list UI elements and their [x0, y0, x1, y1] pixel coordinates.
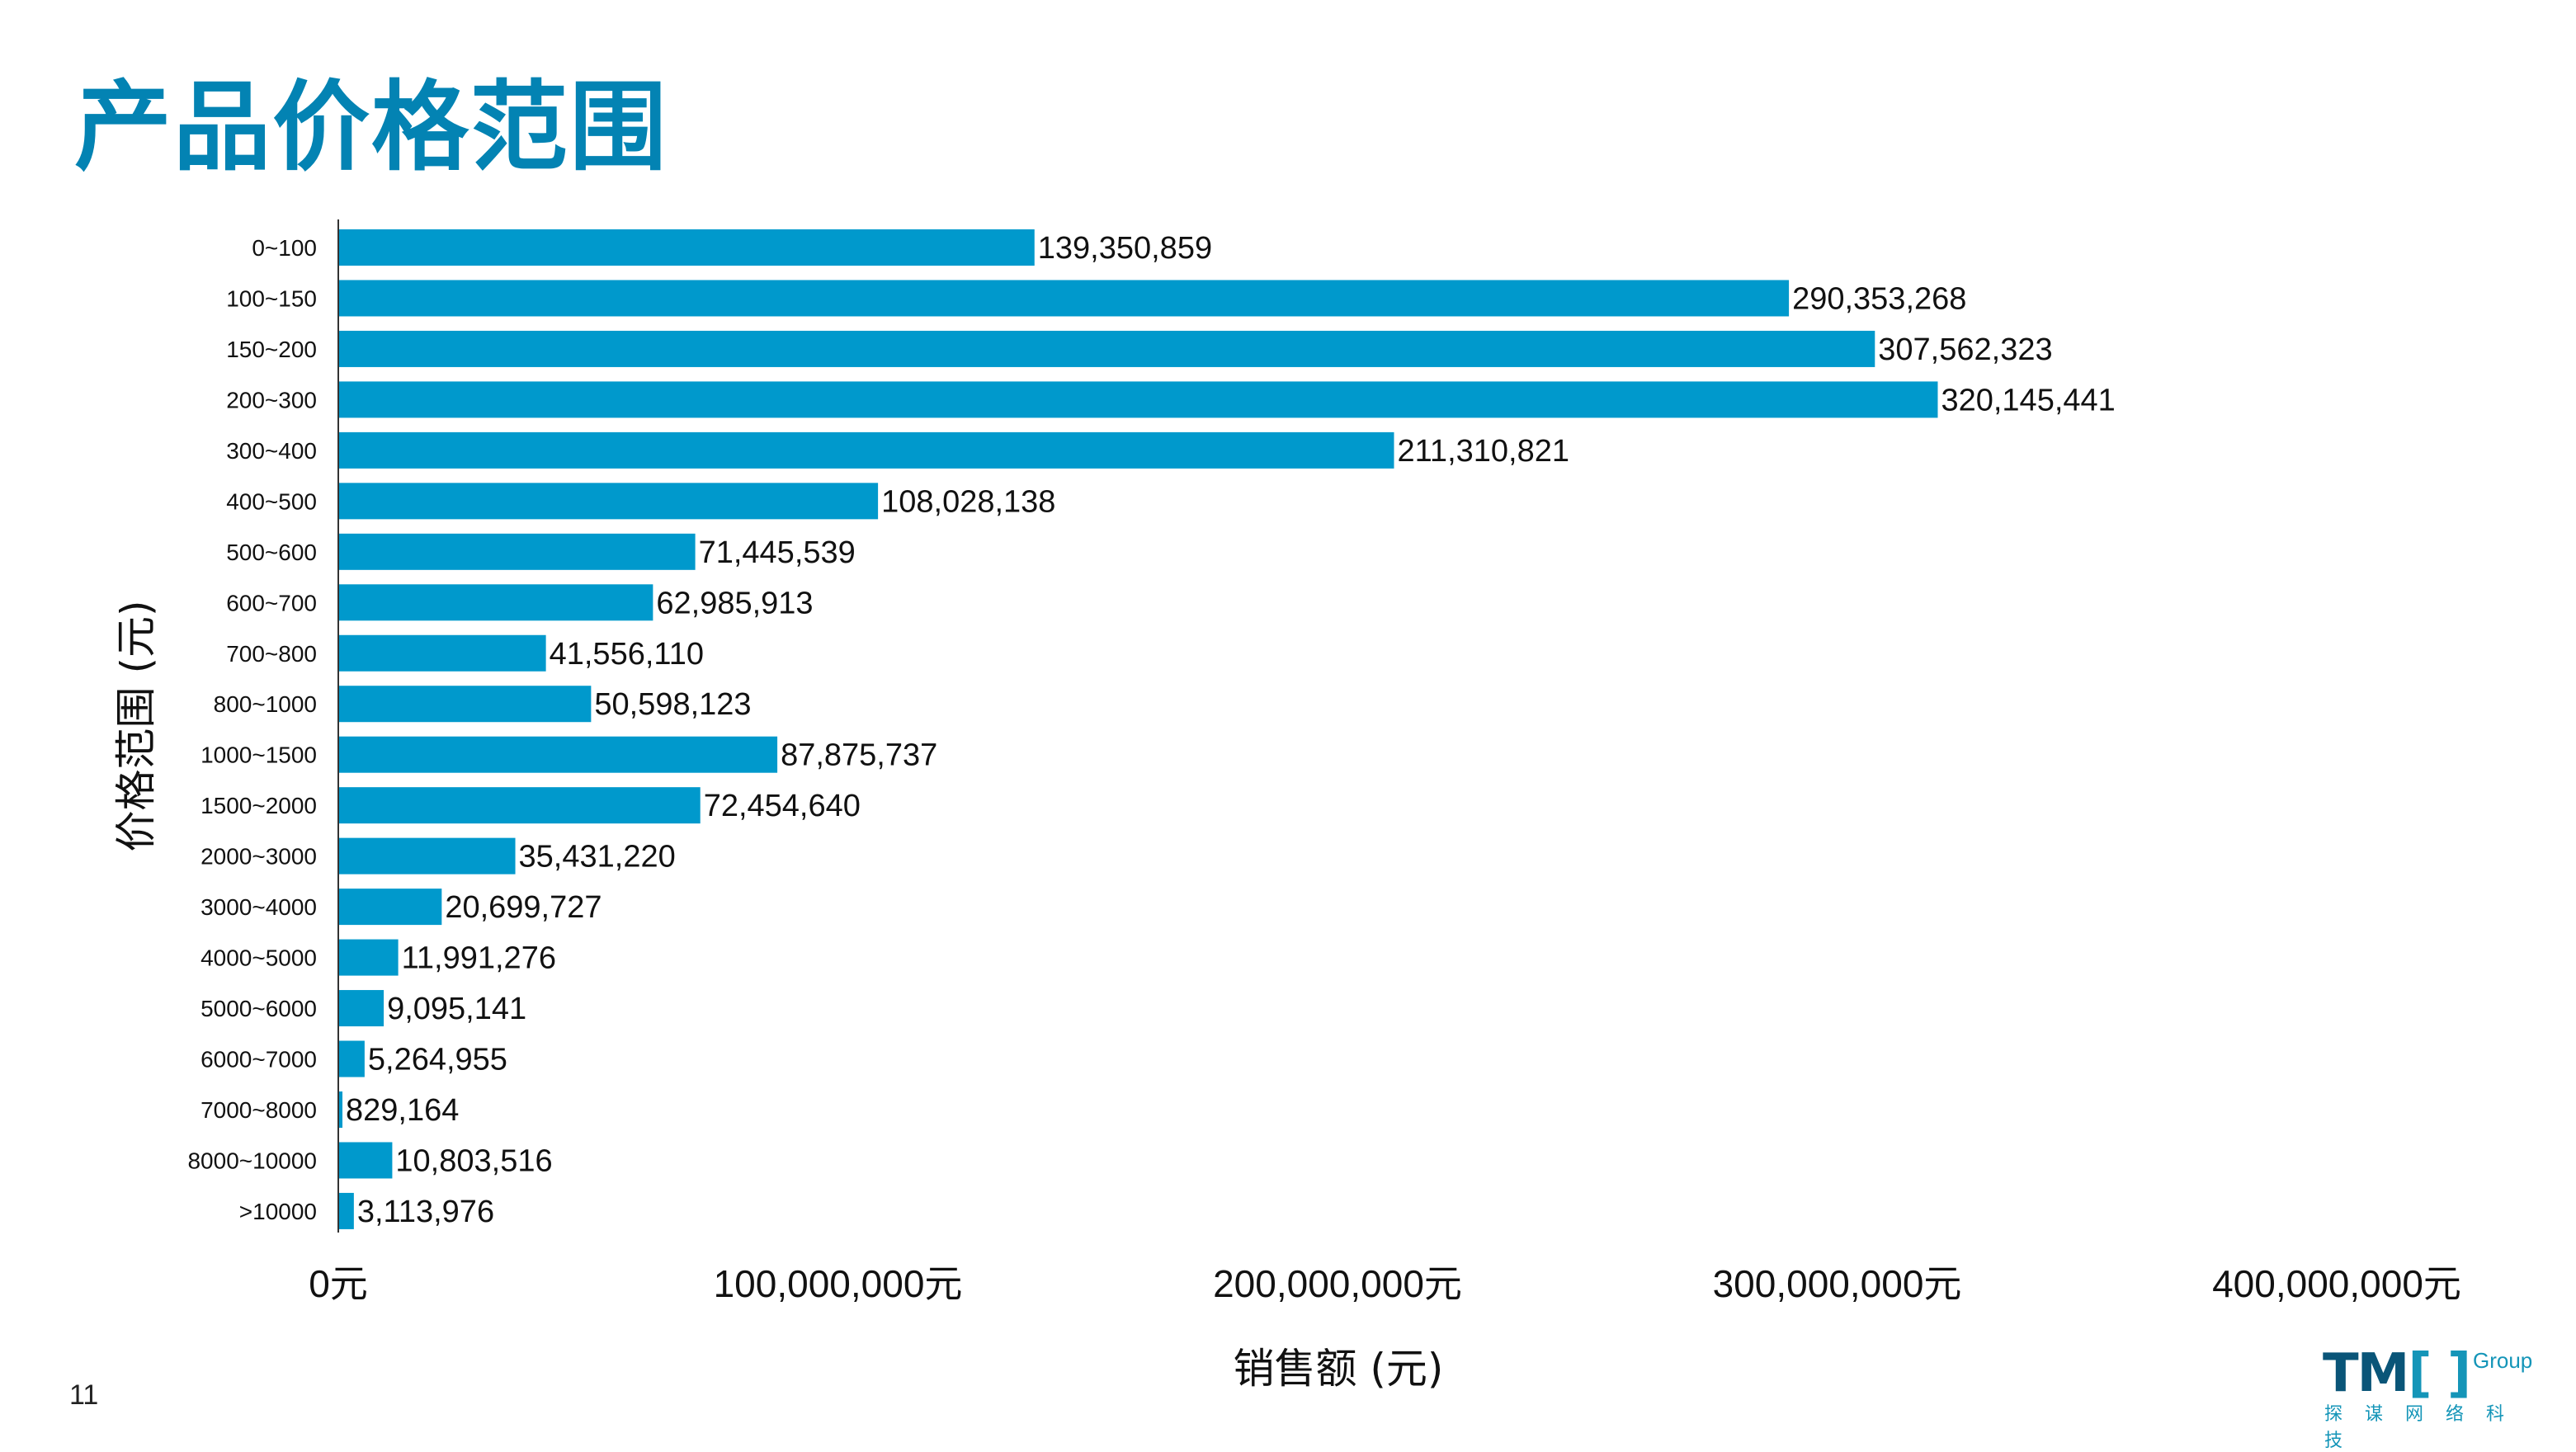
- data-label: 11,991,276: [402, 941, 556, 976]
- data-label: 87,875,737: [781, 738, 937, 773]
- data-label: 307,562,323: [1878, 332, 2052, 367]
- x-axis-title: 销售额 (元): [1234, 1345, 1444, 1393]
- logo-group-text: Group: [2473, 1348, 2533, 1373]
- data-label: 62,985,913: [656, 586, 813, 620]
- bar: [338, 483, 879, 520]
- page-title: 产品价格范围: [74, 70, 669, 184]
- bar: [338, 634, 546, 672]
- bar: [338, 1040, 365, 1077]
- x-tick-label: 300,000,000元: [1713, 1262, 1962, 1305]
- category-label: 8000~10000: [187, 1148, 317, 1173]
- data-label: 10,803,516: [395, 1143, 552, 1178]
- category-label: 300~400: [226, 438, 317, 464]
- category-label: 500~600: [226, 540, 317, 565]
- bar: [338, 787, 701, 824]
- bar: [338, 431, 1394, 469]
- bar: [338, 1091, 343, 1128]
- bar: [338, 533, 696, 570]
- data-label: 35,431,220: [519, 840, 676, 874]
- bar: [338, 889, 442, 926]
- x-tick-label: 0元: [309, 1262, 368, 1305]
- data-label: 50,598,123: [594, 687, 751, 722]
- bar: [338, 584, 653, 621]
- category-label: 800~1000: [214, 691, 317, 717]
- logo-chinese-text: 探谋网络科技: [2324, 1404, 2527, 1451]
- bar: [338, 837, 516, 874]
- data-label: 5,264,955: [368, 1043, 507, 1077]
- category-label: >10000: [239, 1199, 317, 1224]
- category-label: 6000~7000: [201, 1047, 317, 1072]
- data-label: 20,699,727: [445, 890, 602, 925]
- category-label: 200~300: [226, 387, 317, 412]
- category-label: 1000~1500: [201, 742, 317, 768]
- data-label: 3,113,976: [357, 1195, 494, 1229]
- bar: [338, 990, 385, 1027]
- bar: [338, 330, 1875, 367]
- category-label: 100~150: [226, 285, 317, 311]
- category-label: 600~700: [226, 590, 317, 615]
- y-axis-title: 价格范围 (元): [112, 601, 160, 852]
- data-label: 290,353,268: [1792, 281, 1966, 316]
- data-label: 829,164: [346, 1093, 459, 1128]
- category-label: 1500~2000: [201, 793, 317, 818]
- data-label: 211,310,821: [1397, 434, 1569, 469]
- bar: [338, 736, 778, 773]
- category-label: 4000~5000: [201, 945, 317, 971]
- bar: [338, 1192, 354, 1229]
- x-tick-label: 100,000,000元: [714, 1262, 963, 1305]
- company-logo: TM[ ] Group 探谋网络科技: [2323, 1343, 2554, 1451]
- data-label: 139,350,859: [1038, 231, 1212, 266]
- category-label: 3000~4000: [201, 894, 317, 920]
- data-label: 71,445,539: [699, 535, 856, 570]
- page-number: 11: [69, 1379, 99, 1411]
- bar: [338, 280, 1790, 317]
- bar: [338, 381, 1938, 418]
- category-label: 5000~6000: [201, 996, 317, 1021]
- bar: [338, 686, 592, 723]
- data-label: 108,028,138: [881, 484, 1055, 519]
- category-label: 0~100: [252, 235, 317, 261]
- category-label: 2000~3000: [201, 844, 317, 870]
- data-label: 320,145,441: [1941, 383, 2115, 417]
- bar: [338, 229, 1035, 266]
- data-label: 41,556,110: [550, 637, 704, 672]
- x-tick-label: 200,000,000元: [1213, 1262, 1462, 1305]
- category-label: 700~800: [226, 641, 317, 667]
- data-label: 72,454,640: [704, 789, 861, 823]
- category-label: 150~200: [226, 337, 317, 362]
- bar: [338, 1142, 393, 1179]
- category-label: 400~500: [226, 488, 317, 514]
- logo-mark: TM[ ]: [2323, 1343, 2471, 1404]
- data-label: 9,095,141: [387, 992, 526, 1026]
- x-tick-label: 400,000,000元: [2212, 1262, 2461, 1305]
- bar: [338, 939, 399, 976]
- category-label: 7000~8000: [201, 1097, 317, 1123]
